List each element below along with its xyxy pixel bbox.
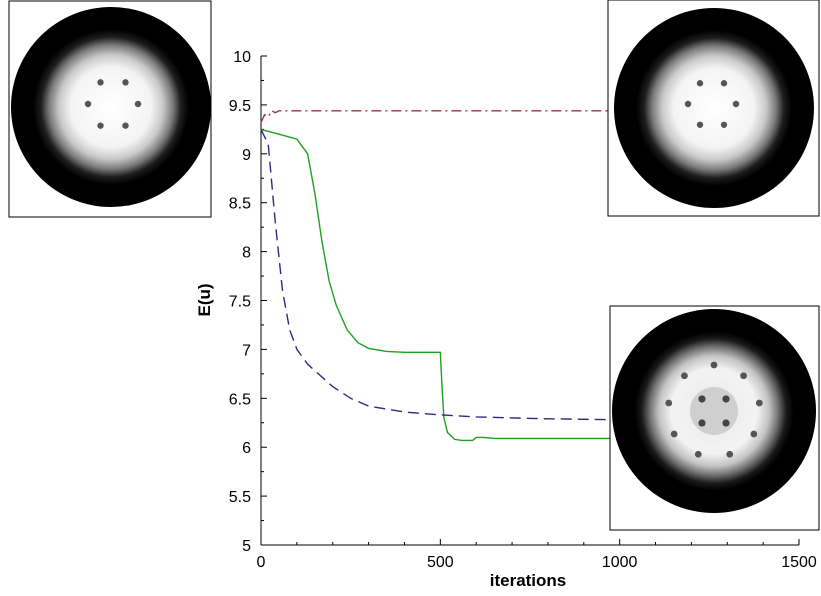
dot bbox=[694, 450, 702, 458]
y-ticks: 5 5.5 6 6.5 7 7.5 8 8.5 9 9.5 10 bbox=[229, 49, 267, 555]
x-tick-label: 1000 bbox=[602, 554, 638, 571]
dash-dot-final-state-image bbox=[607, 0, 820, 217]
center-dots bbox=[665, 361, 763, 458]
y-tick-label: 8.5 bbox=[229, 196, 251, 213]
dot bbox=[722, 419, 730, 427]
dot bbox=[681, 372, 688, 380]
dot bbox=[720, 80, 728, 87]
dot bbox=[750, 430, 758, 438]
y-axis-title: E(u) bbox=[195, 283, 214, 316]
y-tick-label: 9 bbox=[242, 147, 251, 164]
dot bbox=[698, 419, 706, 427]
x-axis-title: iterations bbox=[490, 571, 567, 590]
x-tick-label: 0 bbox=[257, 554, 266, 571]
y-tick-label: 6.5 bbox=[229, 391, 251, 408]
dot bbox=[134, 100, 142, 108]
center-dots bbox=[84, 79, 142, 129]
dot bbox=[97, 79, 104, 86]
ring-disc bbox=[11, 7, 211, 207]
x-tick-label: 500 bbox=[427, 554, 454, 571]
center-dots bbox=[684, 80, 740, 128]
y-tick-label: 6 bbox=[242, 440, 251, 457]
ring-disc bbox=[614, 8, 814, 208]
dot bbox=[755, 399, 763, 407]
dot bbox=[698, 395, 706, 403]
initial-state-image bbox=[8, 0, 212, 218]
dot bbox=[122, 122, 129, 129]
y-tick-label: 8 bbox=[242, 245, 251, 262]
series-group bbox=[260, 109, 620, 442]
dot bbox=[84, 100, 92, 108]
dot bbox=[732, 100, 740, 108]
y-tick-label: 9.5 bbox=[229, 98, 251, 115]
dot bbox=[684, 100, 692, 108]
dot bbox=[696, 80, 704, 87]
series-line-2 bbox=[260, 128, 620, 442]
dot bbox=[97, 122, 104, 129]
dot bbox=[740, 372, 747, 380]
dot bbox=[670, 430, 678, 438]
dot bbox=[696, 121, 704, 128]
dot bbox=[720, 121, 728, 128]
dot bbox=[726, 450, 734, 458]
dot bbox=[665, 399, 673, 407]
x-ticks: 0 500 1000 1500 bbox=[257, 539, 817, 571]
dot bbox=[122, 79, 129, 86]
final-state-image bbox=[609, 305, 820, 531]
axes: 5 5.5 6 6.5 7 7.5 8 8.5 9 9.5 10 0 500 1000 1500 bbox=[229, 49, 817, 571]
dot bbox=[722, 395, 730, 403]
y-tick-label: 7.5 bbox=[229, 294, 251, 311]
series-line-3 bbox=[260, 129, 620, 421]
core-shade bbox=[690, 387, 738, 435]
dot bbox=[710, 361, 718, 369]
y-tick-label: 7 bbox=[242, 342, 251, 359]
series-line-1 bbox=[260, 109, 620, 123]
x-tick-label: 1500 bbox=[781, 554, 817, 571]
y-tick-label: 5 bbox=[242, 538, 251, 555]
y-tick-label: 10 bbox=[233, 49, 251, 66]
y-tick-label: 5.5 bbox=[229, 489, 251, 506]
